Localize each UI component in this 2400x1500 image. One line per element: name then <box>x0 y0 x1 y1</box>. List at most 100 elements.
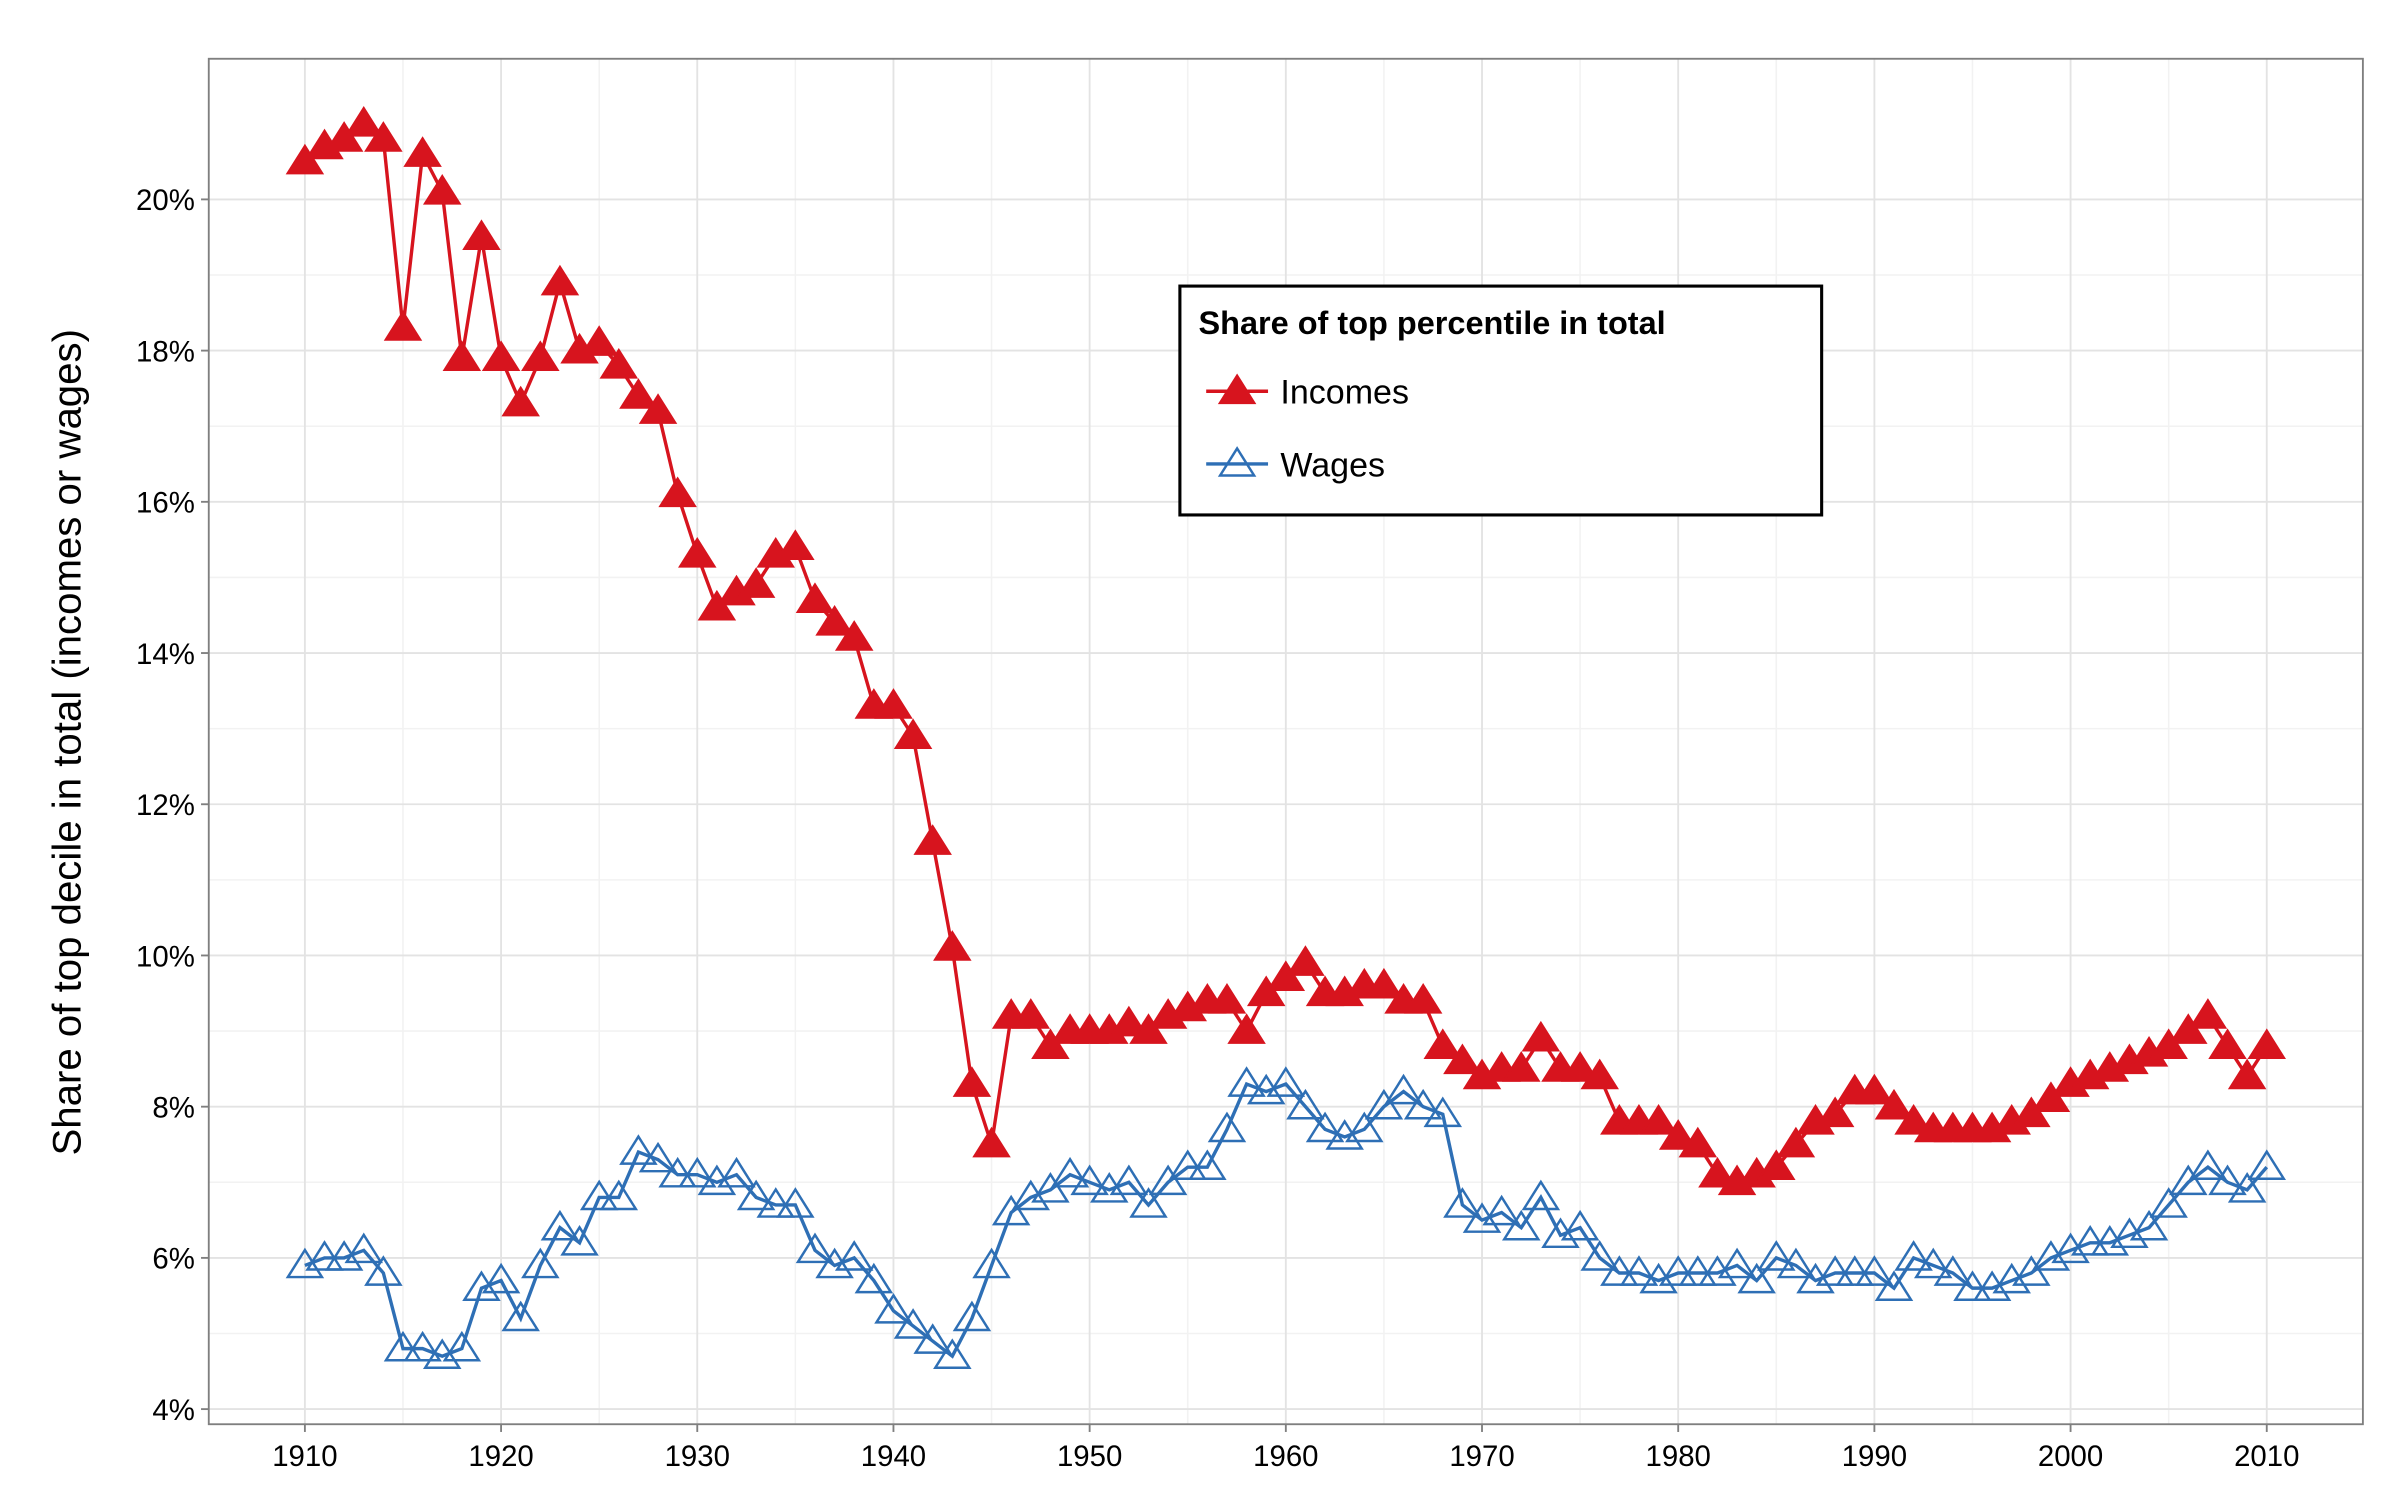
data-point <box>2149 1028 2188 1060</box>
data-point <box>344 105 383 137</box>
data-point <box>991 1194 1031 1226</box>
data-point <box>1443 1187 1482 1218</box>
data-point <box>2110 1217 2149 1249</box>
data-point <box>305 1240 344 1271</box>
data-point <box>364 121 403 152</box>
data-point <box>1305 1111 1345 1143</box>
data-point <box>1639 1104 1678 1135</box>
data-point <box>2208 1164 2247 1196</box>
x-tick-label: 1910 <box>272 1440 337 1473</box>
data-point <box>1933 1255 1973 1286</box>
data-point <box>1011 998 1051 1029</box>
x-tick-label: 1950 <box>1057 1440 1122 1473</box>
x-tick-label: 2000 <box>2038 1440 2103 1473</box>
data-point <box>422 1338 462 1370</box>
y-tick-label: 18% <box>136 335 195 368</box>
legend-title: Share of top percentile in total <box>1198 305 1665 341</box>
data-point <box>2247 1149 2287 1180</box>
data-point <box>1541 1217 1580 1249</box>
data-point <box>501 1300 540 1332</box>
data-point <box>874 1293 913 1324</box>
data-point <box>1678 1255 1718 1286</box>
data-point <box>1717 1247 1757 1279</box>
data-point <box>1776 1126 1816 1158</box>
data-point <box>521 1247 560 1279</box>
data-point <box>619 378 658 409</box>
data-point <box>1246 975 1286 1007</box>
data-point <box>285 1247 325 1279</box>
legend-marker <box>1217 373 1257 405</box>
data-point <box>972 1247 1011 1279</box>
data-point <box>403 136 442 167</box>
data-point <box>1698 1255 1737 1286</box>
data-point <box>1560 1209 1600 1241</box>
data-point <box>422 174 462 205</box>
data-point <box>1521 1179 1561 1211</box>
data-point <box>1501 1209 1541 1241</box>
data-point <box>795 582 835 613</box>
data-point <box>913 824 952 855</box>
data-point <box>344 1232 383 1264</box>
data-point <box>736 1179 776 1211</box>
data-point <box>1364 967 1404 999</box>
y-axis-label: Share of top decile in total (incomes or… <box>44 329 89 1156</box>
legend-marker <box>1217 446 1257 477</box>
data-point <box>285 143 325 175</box>
data-point <box>1619 1255 1659 1286</box>
data-point <box>736 567 776 598</box>
data-point <box>521 340 560 372</box>
data-point <box>1090 1172 1129 1203</box>
data-point <box>1757 1240 1796 1271</box>
data-point <box>913 1323 952 1354</box>
data-point <box>1423 1096 1463 1128</box>
data-point <box>678 536 717 568</box>
data-point <box>1050 1156 1090 1188</box>
data-point <box>1011 1179 1051 1211</box>
data-point <box>1482 1194 1521 1226</box>
data-point <box>2149 1187 2188 1218</box>
y-tick-label: 12% <box>136 789 195 822</box>
data-point <box>1913 1247 1953 1279</box>
legend-label: Incomes <box>1280 374 1409 412</box>
data-point <box>403 1330 442 1362</box>
data-point <box>1815 1096 1855 1128</box>
legend-box <box>1178 284 1824 517</box>
data-point <box>560 1224 599 1256</box>
data-point <box>1227 1013 1266 1044</box>
data-point <box>776 1187 815 1218</box>
data-point <box>678 1156 717 1188</box>
data-point <box>599 1179 639 1211</box>
data-point <box>2208 1028 2247 1060</box>
data-point <box>1874 1270 1914 1301</box>
data-point <box>1580 1058 1619 1090</box>
y-tick-label: 16% <box>136 487 195 520</box>
data-point <box>717 1156 756 1188</box>
data-point <box>1403 1088 1443 1120</box>
data-point <box>952 1300 992 1332</box>
data-point <box>579 325 619 356</box>
data-point <box>442 340 482 372</box>
data-point <box>874 688 913 719</box>
data-point <box>1953 1270 1992 1301</box>
data-point <box>1639 1262 1678 1294</box>
data-point <box>972 1126 1011 1158</box>
data-point <box>1698 1156 1737 1188</box>
data-point <box>1207 983 1247 1014</box>
data-point <box>462 219 501 251</box>
data-point <box>1109 1164 1149 1196</box>
y-tick-label: 14% <box>136 638 195 671</box>
data-point <box>1031 1172 1070 1203</box>
data-point <box>2227 1172 2267 1203</box>
data-point <box>933 1338 972 1370</box>
x-tick-label: 1940 <box>861 1440 926 1473</box>
data-point <box>1443 1043 1482 1075</box>
data-point <box>2247 1028 2287 1060</box>
data-point <box>1501 1051 1541 1082</box>
data-point <box>1894 1104 1933 1135</box>
data-point <box>893 718 933 750</box>
data-point <box>1266 1066 1306 1097</box>
data-point <box>2188 1149 2228 1180</box>
x-tick-label: 1930 <box>665 1440 730 1473</box>
data-point <box>2090 1224 2130 1256</box>
data-point <box>1835 1255 1875 1286</box>
